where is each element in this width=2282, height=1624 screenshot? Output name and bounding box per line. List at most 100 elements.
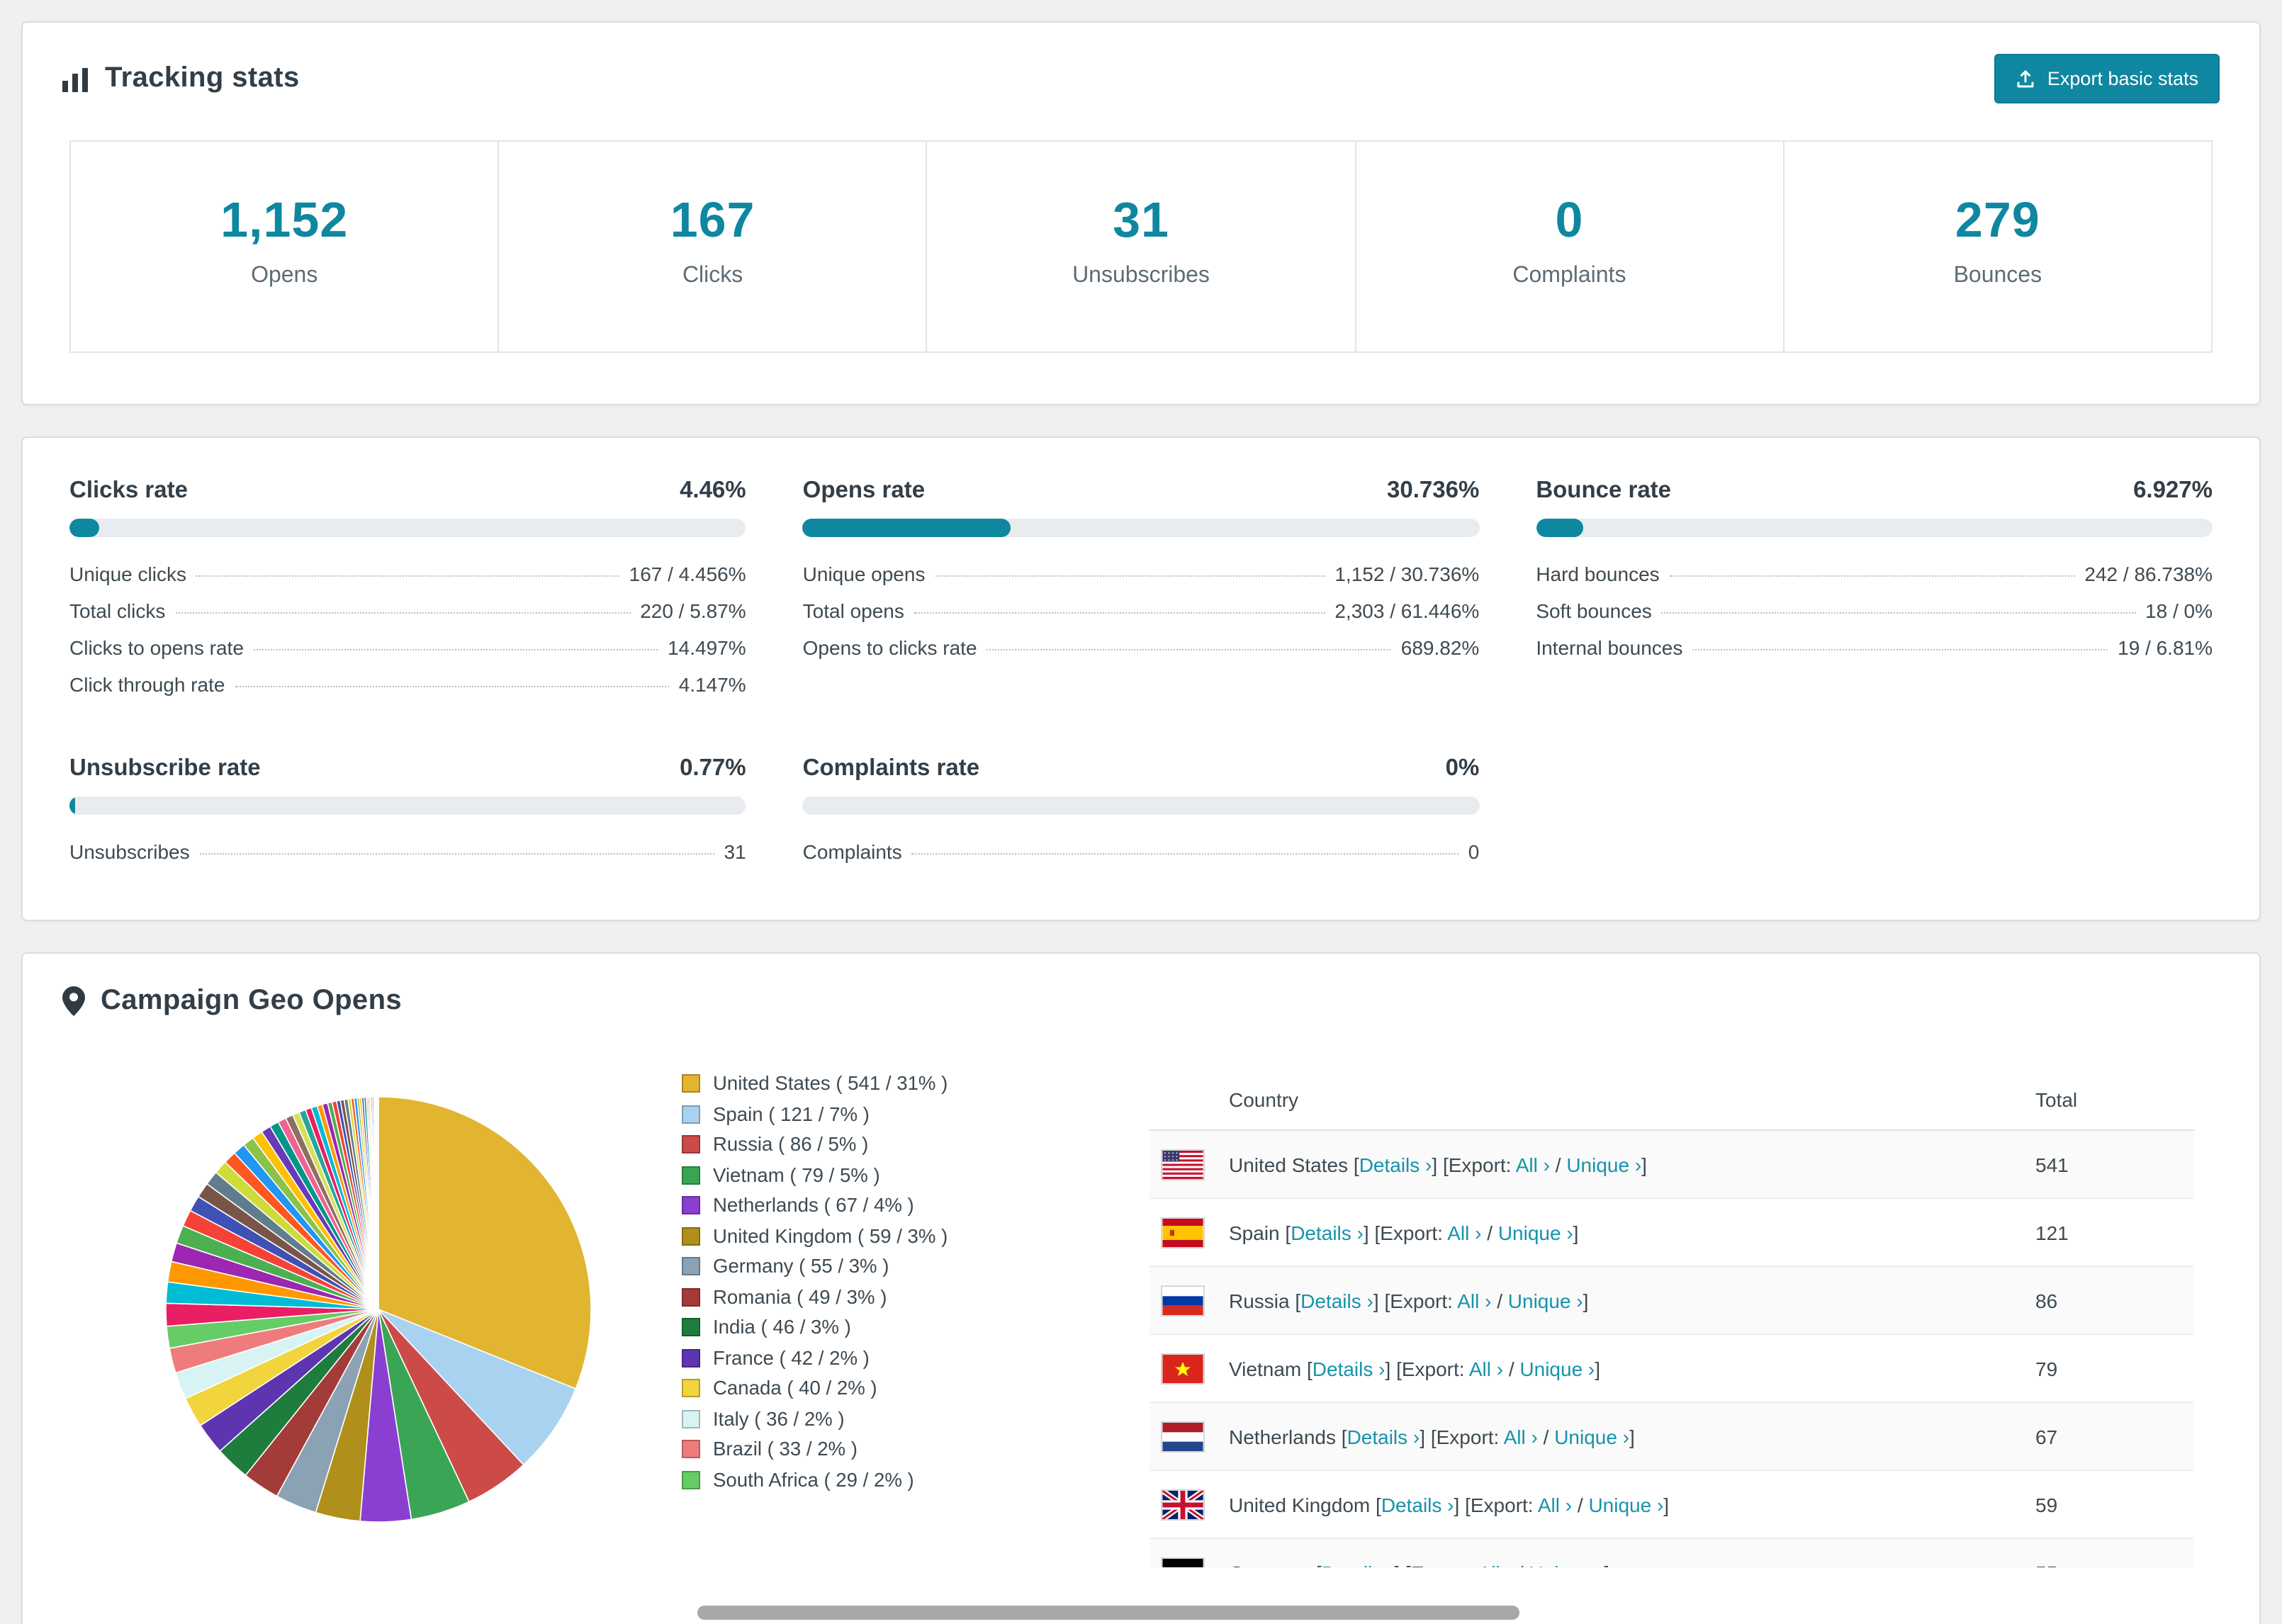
export-all-link[interactable]: All › <box>1468 1357 1504 1380</box>
rate-row-label: Opens to clicks rate <box>802 636 977 659</box>
country-total: 541 <box>2035 1153 2069 1175</box>
export-all-link[interactable]: All › <box>1537 1493 1573 1516</box>
details-link[interactable]: Details › <box>1381 1493 1454 1516</box>
stat-value: 0 <box>1555 193 1584 248</box>
country-flag-ru <box>1161 1285 1205 1316</box>
export-unique-link[interactable]: Unique › <box>1497 1221 1573 1244</box>
pie-chart-svg <box>165 1096 592 1523</box>
export-button-label: Export basic stats <box>2047 68 2198 89</box>
progress-fill <box>802 519 1011 537</box>
rate-value: 30.736% <box>1387 478 1480 503</box>
export-all-link[interactable]: All › <box>1515 1153 1550 1175</box>
legend-item-india: India ( 46 / 3% ) <box>682 1312 1150 1343</box>
dotted-leader <box>199 853 714 855</box>
horizontal-scrollbar-thumb[interactable] <box>697 1606 1519 1620</box>
rate-row: Complaints 0 <box>803 840 1480 863</box>
rate-row-value: 167 / 4.456% <box>629 563 746 585</box>
rate-row-value: 220 / 5.87% <box>640 599 746 622</box>
details-link[interactable]: Details › <box>1312 1357 1386 1380</box>
dotted-leader <box>935 575 1325 577</box>
rate-head: Complaints rate 0% <box>803 755 1480 782</box>
rate-rows: Unique opens 1,152 / 30.736% Total opens 2,… <box>803 563 1480 659</box>
legend-swatch <box>682 1440 700 1459</box>
separator: / <box>1487 1221 1493 1244</box>
export-all-link[interactable]: All › <box>1457 1289 1492 1312</box>
separator: / <box>1543 1425 1549 1448</box>
rate-row: Unique opens 1,152 / 30.736% <box>803 563 1480 585</box>
legend-swatch <box>682 1105 700 1124</box>
progress-track <box>69 519 746 537</box>
progress-track <box>802 796 1480 815</box>
export-unique-link[interactable]: Unique › <box>1566 1153 1642 1175</box>
rate-row: Soft bounces 18 / 0% <box>1536 599 2213 622</box>
total-column-header: Total <box>2035 1088 2078 1110</box>
details-link[interactable]: Details › <box>1291 1221 1364 1244</box>
geo-table-row-russia: Russia [Details ›] [Export: All › / Uniq… <box>1150 1267 2194 1335</box>
legend-label: United Kingdom ( 59 / 3% ) <box>713 1225 948 1247</box>
bracket: ] <box>1629 1425 1635 1448</box>
export-basic-stats-button[interactable]: Export basic stats <box>1994 54 2220 103</box>
geo-table-row-vietnam: Vietnam [Details ›] [Export: All › / Uni… <box>1150 1335 2194 1403</box>
export-prefix: [Export: <box>1465 1493 1534 1516</box>
tracking-stats-card: Tracking stats Export basic stats 1,152 O… <box>21 21 2261 405</box>
country-total: 86 <box>2035 1289 2058 1312</box>
rate-row: Opens to clicks rate 689.82% <box>803 636 1480 659</box>
export-prefix: [Export: <box>1384 1289 1453 1312</box>
export-unique-link[interactable]: Unique › <box>1554 1425 1630 1448</box>
rate-title: Bounce rate <box>1536 478 1672 503</box>
rate-row: Clicks to opens rate 14.497% <box>69 636 746 659</box>
legend-swatch <box>682 1257 700 1276</box>
stat-label: Bounces <box>1953 264 2042 288</box>
separator: / <box>1555 1153 1561 1175</box>
rate-rows: Unique clicks 167 / 4.456% Total clicks 220… <box>69 563 746 696</box>
rate-title: Clicks rate <box>69 478 188 503</box>
map-pin-icon <box>62 986 85 1016</box>
bracket: ] <box>1595 1357 1601 1380</box>
bracket: ] <box>1583 1289 1589 1312</box>
legend-item-germany: Germany ( 55 / 3% ) <box>682 1251 1150 1282</box>
export-all-link[interactable]: All › <box>1478 1561 1512 1567</box>
country-total: 59 <box>2035 1493 2058 1516</box>
rate-head: Unsubscribe rate 0.77% <box>69 755 746 782</box>
bracket: ] <box>1573 1221 1579 1244</box>
export-unique-link[interactable]: Unique › <box>1529 1561 1604 1567</box>
geo-table-header: Country Total <box>1150 1068 2194 1131</box>
rate-rows: Complaints 0 <box>803 840 1480 863</box>
rate-row-label: Hard bounces <box>1536 563 1660 585</box>
details-link[interactable]: Details › <box>1359 1153 1432 1175</box>
bracket: ] <box>1454 1493 1460 1516</box>
export-prefix: [Export: <box>1374 1221 1443 1244</box>
bracket: [ <box>1316 1561 1322 1567</box>
stat-value: 167 <box>670 193 755 248</box>
rate-block-unsubscribe-rate: Unsubscribe rate 0.77% Unsubscribes 31 <box>69 755 746 863</box>
legend-swatch <box>682 1227 700 1246</box>
legend-swatch <box>682 1409 700 1428</box>
bracket: [ <box>1295 1289 1301 1312</box>
geo-row-links: Russia [Details ›] [Export: All › / Uniq… <box>1229 1289 1588 1312</box>
geo-row-links: Netherlands [Details ›] [Export: All › /… <box>1229 1425 1635 1448</box>
export-unique-link[interactable]: Unique › <box>1588 1493 1664 1516</box>
separator: / <box>1518 1561 1524 1567</box>
legend-item-vietnam: Vietnam ( 79 / 5% ) <box>682 1160 1150 1190</box>
dotted-leader <box>914 612 1325 614</box>
details-link[interactable]: Details › <box>1347 1425 1420 1448</box>
details-link[interactable]: Details › <box>1300 1289 1373 1312</box>
rate-title: Complaints rate <box>802 755 980 781</box>
geo-content: United States ( 541 / 31% ) Spain ( 121 /… <box>23 1049 2259 1567</box>
legend-label: Netherlands ( 67 / 4% ) <box>713 1195 914 1217</box>
export-prefix: [Export: <box>1442 1153 1512 1175</box>
pie-slice-united-states <box>378 1096 592 1390</box>
rate-block-clicks-rate: Clicks rate 4.46% Unique clicks 167 / 4.456… <box>69 478 746 696</box>
country-flag-gb <box>1161 1489 1205 1520</box>
legend-swatch <box>682 1135 700 1154</box>
rate-row-label: Click through rate <box>69 673 225 696</box>
country-flag-de <box>1161 1557 1205 1567</box>
details-link[interactable]: Details › <box>1322 1561 1395 1567</box>
export-all-link[interactable]: All › <box>1503 1425 1538 1448</box>
geo-table-row-germany: Germany [Details ›] [Export: All › / Uni… <box>1150 1539 2194 1567</box>
export-unique-link[interactable]: Unique › <box>1507 1289 1583 1312</box>
rate-row-label: Soft bounces <box>1536 599 1652 622</box>
export-unique-link[interactable]: Unique › <box>1519 1357 1595 1380</box>
export-all-link[interactable]: All › <box>1447 1221 1482 1244</box>
legend-label: United States ( 541 / 31% ) <box>713 1073 948 1095</box>
